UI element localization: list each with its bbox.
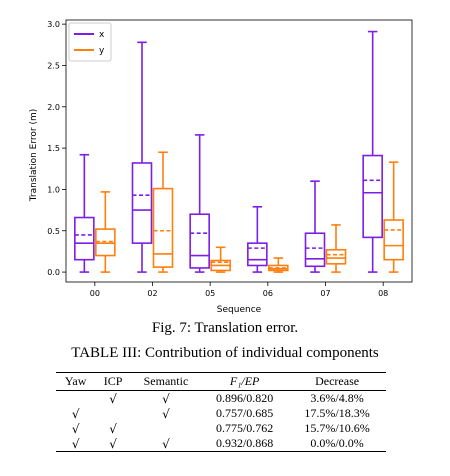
figure-caption: Fig. 7: Translation error.: [151, 320, 299, 336]
box-x: [304, 232, 326, 268]
table-caption: TABLE III: Contribution of individual co…: [71, 345, 379, 361]
x-tick-label: 07: [320, 289, 330, 298]
x-axis-label: Sequence: [217, 305, 262, 315]
cell-semantic: [131, 421, 201, 436]
x-tick-label: 02: [147, 289, 157, 298]
y-axis-label: Translation Error (m): [29, 109, 39, 203]
cell-decrease: 0.0%/0.0%: [288, 436, 386, 452]
y-tick-label: 3.0: [47, 20, 60, 29]
cell-semantic: √: [162, 391, 170, 406]
cell-semantic: √: [130, 436, 202, 452]
cell-icp: √: [109, 391, 117, 406]
cell-f1-ep: 0.757/0.685: [215, 406, 274, 420]
table-row: √ √ 0.757/0.685 17.5%/18.3%: [56, 406, 386, 421]
header-yaw: Yaw: [56, 372, 96, 391]
table-row: √ √ 0.775/0.762 15.7%/10.6%: [56, 421, 386, 436]
cell-icp: √: [95, 436, 131, 452]
legend-label-x: x: [99, 30, 105, 40]
cell-decrease: 17.5%/18.3%: [304, 406, 370, 420]
header-decrease: Decrease: [288, 372, 386, 391]
cell-f1-ep: 0.775/0.762: [215, 421, 274, 435]
plot-frame: [65, 19, 413, 283]
box-x: [131, 162, 153, 244]
box-x: [247, 242, 268, 267]
cell-icp: [95, 406, 131, 421]
box-y: [325, 248, 347, 265]
cell-yaw: √: [56, 436, 96, 452]
cell-semantic: √: [162, 406, 170, 421]
box-y: [95, 228, 116, 257]
y-tick-label: 2.0: [47, 103, 60, 112]
y-tick-label: 0.5: [47, 227, 60, 236]
cell-yaw: √: [71, 406, 80, 421]
table-row: √ √ 0.896/0.820 3.6%/4.8%: [56, 391, 386, 407]
header-icp: ICP: [95, 372, 131, 391]
box-x: [74, 216, 95, 261]
cell-yaw: √: [71, 421, 80, 436]
x-tick-label: 08: [378, 289, 388, 298]
cell-icp: √: [109, 421, 117, 436]
cell-f1-ep: 0.896/0.820: [215, 391, 274, 405]
table-row: √ √ √ 0.932/0.868 0.0%/0.0%: [56, 436, 386, 452]
legend: x y: [68, 22, 112, 62]
box-x: [362, 154, 383, 239]
y-tick-label: 1.0: [47, 185, 60, 194]
x-tick-label: 00: [90, 289, 100, 298]
components-table: Yaw ICP Semantic F₁/EP Decrease √ √ 0.89…: [56, 372, 386, 452]
box-x: [189, 213, 210, 269]
cell-decrease: 3.6%/4.8%: [310, 391, 364, 405]
cell-f1-ep: 0.932/0.868: [201, 436, 289, 452]
box-y: [152, 187, 174, 268]
cell-yaw: [56, 391, 95, 407]
header-semantic: Semantic: [130, 372, 202, 391]
box-y: [383, 219, 404, 261]
table-header-row: Yaw ICP Semantic F₁/EP Decrease: [56, 372, 386, 391]
header-f1-ep: F₁/EP: [201, 372, 289, 391]
x-tick-label: 05: [205, 289, 215, 298]
cell-decrease: 15.7%/10.6%: [304, 421, 370, 435]
box-plot-chart: 0.0 0.5 1.0 1.5 2.0 2.5 3.0 00 02 05 06 07 08 Transl…: [29, 19, 413, 315]
y-tick-label: 2.5: [47, 61, 60, 70]
x-tick-label: 06: [263, 289, 273, 298]
y-tick-label: 0.0: [47, 268, 60, 277]
y-tick-label: 1.5: [47, 144, 60, 153]
legend-label-y: y: [99, 46, 105, 56]
